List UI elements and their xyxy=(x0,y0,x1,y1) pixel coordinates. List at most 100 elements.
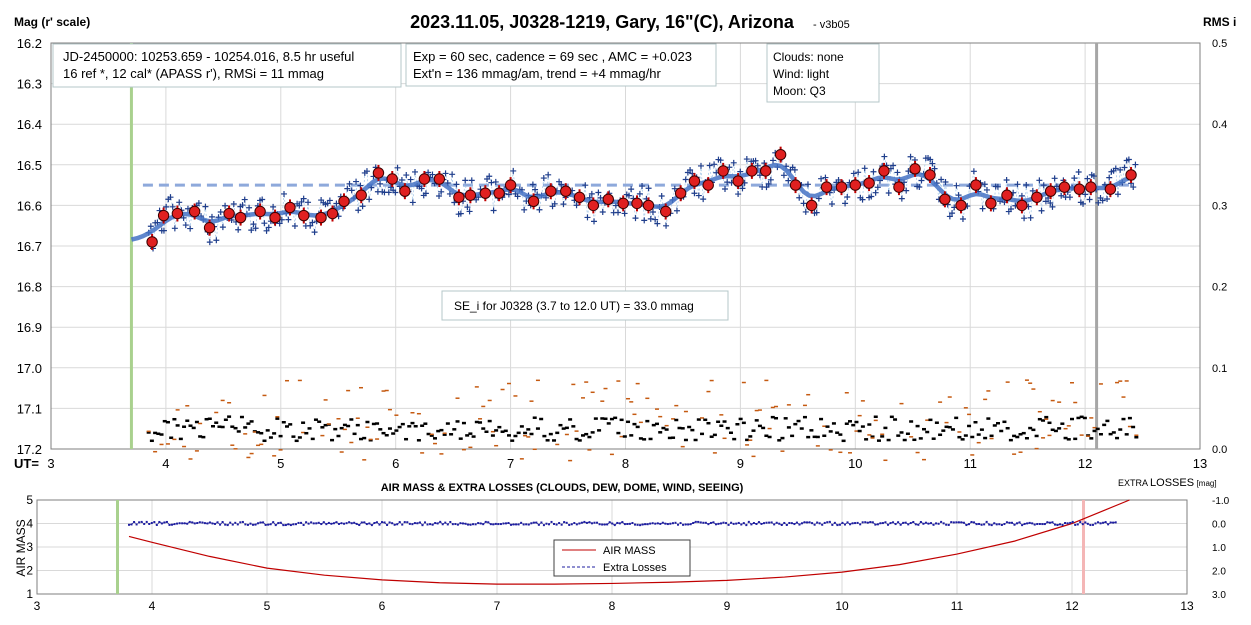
extra-losses-point xyxy=(846,521,849,524)
binned-mag-point xyxy=(789,179,802,191)
raw-point xyxy=(446,190,453,197)
extra-losses-point xyxy=(287,523,290,526)
raw-point xyxy=(903,187,910,194)
x-tick-label: 5 xyxy=(264,599,271,613)
extra-losses-point xyxy=(790,522,793,525)
binned-mag-point xyxy=(893,181,905,193)
extra-losses-point xyxy=(469,523,472,526)
extra-losses-point xyxy=(492,523,495,526)
raw-point xyxy=(1125,156,1132,163)
extra-losses-point xyxy=(497,523,500,526)
extra-losses-point xyxy=(479,522,482,525)
binned-mag-point xyxy=(617,197,629,210)
extra-losses-point xyxy=(1096,521,1099,524)
binned-mag-point xyxy=(849,179,861,191)
raw-point xyxy=(1051,175,1058,182)
extra-losses-point xyxy=(251,523,254,526)
raw-point xyxy=(436,192,443,199)
extra-losses-point xyxy=(231,523,234,526)
extra-losses-point xyxy=(236,523,239,526)
raw-point xyxy=(994,183,1001,190)
raw-point xyxy=(927,156,934,163)
extra-losses-point xyxy=(1107,523,1110,526)
extra-losses-point xyxy=(806,521,809,524)
raw-point xyxy=(514,193,521,200)
extra-losses-point xyxy=(239,521,242,524)
binned-mag-point xyxy=(939,193,951,206)
extra-losses-point xyxy=(1005,521,1008,524)
extra-losses-point xyxy=(525,523,528,526)
raw-point xyxy=(468,177,475,184)
x-tick-label: 11 xyxy=(963,456,977,471)
raw-point xyxy=(588,190,595,197)
extra-losses-point xyxy=(973,521,976,524)
plot-frame xyxy=(36,499,1188,595)
extra-losses-point xyxy=(1056,524,1059,527)
raw-point xyxy=(187,225,194,232)
binned-mag-point xyxy=(1073,183,1086,195)
extra-losses-point xyxy=(542,524,545,527)
extra-losses-point xyxy=(272,521,275,524)
raw-point xyxy=(649,209,656,216)
raw-point xyxy=(599,208,606,215)
extra-losses-point xyxy=(661,521,664,524)
x-tick-label: 3 xyxy=(47,456,54,471)
extra-losses-point xyxy=(871,521,874,524)
binned-mag-point xyxy=(418,173,431,185)
extra-losses-point xyxy=(186,522,189,525)
extra-losses-point xyxy=(348,521,351,524)
extra-losses-point xyxy=(904,521,907,524)
extra-losses-point xyxy=(381,521,383,524)
y-tick-label: 3 xyxy=(26,540,33,554)
extra-losses-point xyxy=(747,520,750,523)
raw-point xyxy=(281,190,288,197)
extra-losses-point xyxy=(1028,521,1031,524)
extra-losses-point xyxy=(965,524,968,527)
extra-losses-point xyxy=(350,522,353,525)
extra-losses-point xyxy=(793,523,796,526)
extra-losses-point xyxy=(563,521,566,524)
extra-losses-point xyxy=(1071,520,1074,523)
extra-losses-point xyxy=(150,522,153,525)
raw-point xyxy=(529,181,536,188)
raw-point xyxy=(855,169,862,176)
extra-losses-point xyxy=(530,522,533,525)
extra-losses-point xyxy=(649,522,652,525)
raw-point xyxy=(628,186,635,193)
extra-losses-point xyxy=(472,523,475,526)
extra-losses-point xyxy=(246,523,249,526)
extra-losses-point xyxy=(851,522,854,525)
extra-losses-point xyxy=(1008,521,1011,524)
extra-losses-point xyxy=(1018,521,1021,524)
extra-losses-point xyxy=(317,521,320,524)
raw-point xyxy=(591,218,598,225)
raw-point xyxy=(457,210,464,217)
raw-point xyxy=(261,220,268,227)
extra-losses-point xyxy=(411,523,414,526)
raw-point xyxy=(377,180,384,187)
extra-losses-point xyxy=(704,521,707,524)
extra-losses-point xyxy=(884,521,887,524)
extra-losses-point xyxy=(585,521,588,524)
extra-losses-point xyxy=(474,523,477,526)
rms-tick-label: 0.1 xyxy=(1212,363,1227,375)
binned-mag-point xyxy=(878,165,890,177)
extra-losses-point xyxy=(770,521,773,524)
raw-point xyxy=(870,168,877,175)
info-box: JD-2450000: 10253.659 - 10254.016, 8.5 h… xyxy=(52,43,402,88)
raw-point xyxy=(1086,196,1093,203)
x-tick-label: 11 xyxy=(951,599,964,613)
raw-point xyxy=(169,203,176,210)
y-tick-label: 16.7 xyxy=(17,239,42,254)
extra-losses-point xyxy=(375,521,378,524)
extra-losses-point xyxy=(277,522,280,525)
extra-losses-point xyxy=(588,521,591,524)
extra-losses-point xyxy=(838,523,841,526)
raw-point xyxy=(213,237,220,244)
extra-losses-point xyxy=(580,521,583,524)
extra-losses-point xyxy=(732,522,735,525)
extra-losses-point xyxy=(279,521,282,524)
raw-point xyxy=(285,216,292,223)
raw-point xyxy=(1049,203,1056,210)
raw-point xyxy=(248,227,255,234)
